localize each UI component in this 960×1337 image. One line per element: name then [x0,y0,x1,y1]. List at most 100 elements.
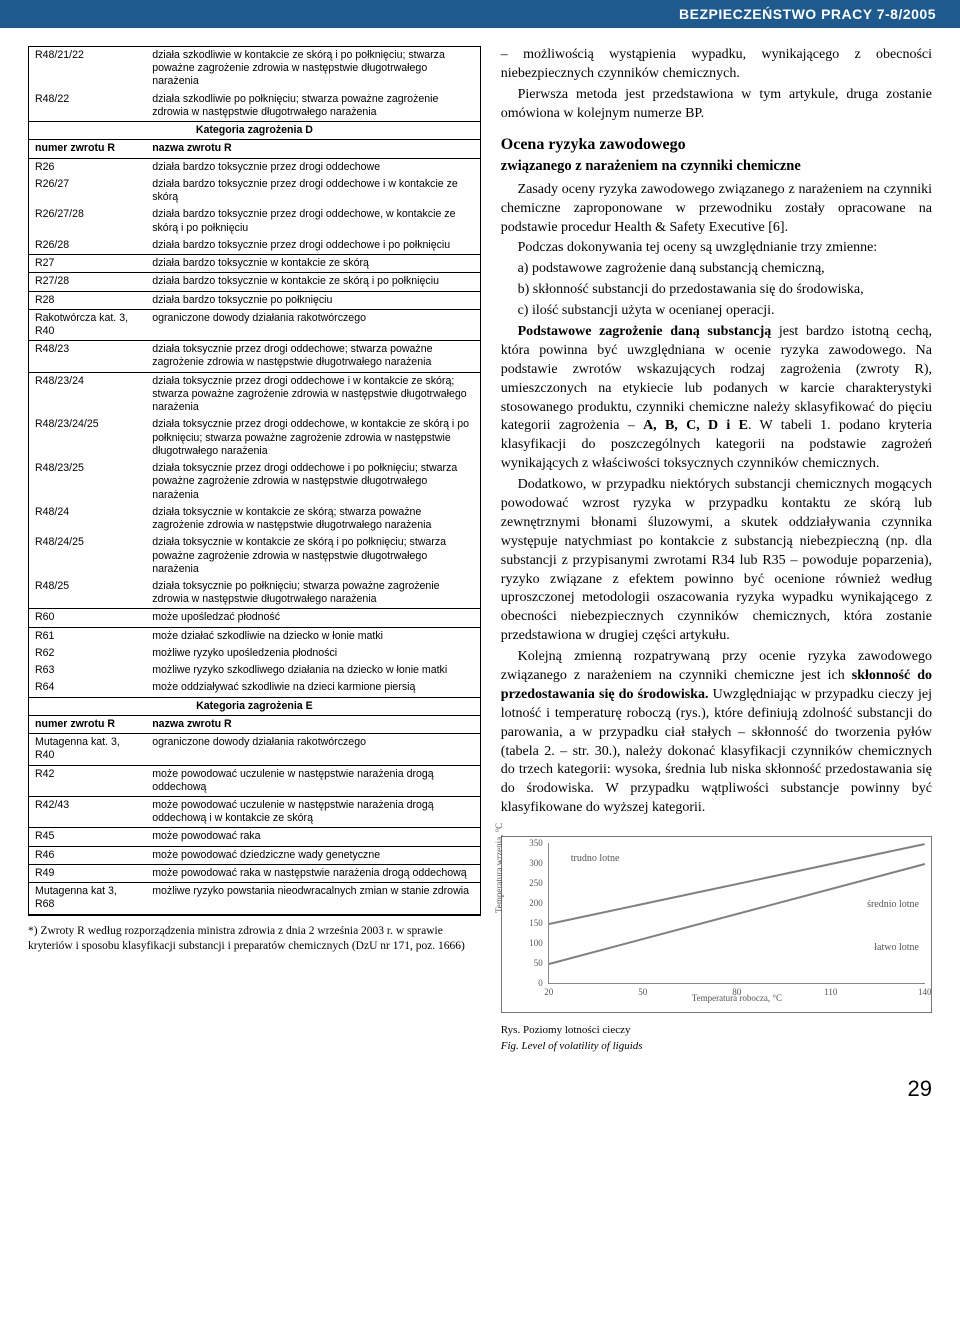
r-text: działa toksycznie w kontakcie ze skórą i… [146,534,480,578]
label-trudno-lotne: trudno lotne [571,853,620,864]
r-code: R27 [29,255,146,273]
table-row: R49może powodować raka w następstwie nar… [29,864,480,882]
table-row: R62możliwe ryzyko upośledzenia płodności [29,645,480,662]
p3a: a) podstawowe zagrożenie daną substancją… [501,260,932,279]
table-row: R27/28działa bardzo toksycznie w kontakc… [29,273,480,291]
p3c: c) ilość substancji użyta w ocenianej op… [501,302,932,321]
volatility-chart: Temperatura wrzenia, °C Temperatura robo… [501,836,932,1013]
r-text: działa toksycznie przez drogi oddechowe … [146,372,480,416]
table-row: R42może powodować uczulenie w następstwi… [29,765,480,796]
r-text: działa bardzo toksycznie w kontakcie ze … [146,273,480,291]
p3b: b) skłonność substancji do przedostawani… [501,281,932,300]
r-text: może oddziaływać szkodliwie na dzieci ka… [146,679,480,697]
r-text: działa toksycznie w kontakcie ze skórą; … [146,504,480,534]
y-tick: 0 [513,978,543,988]
r-text: działa toksycznie przez drogi oddechowe … [146,460,480,504]
r-code: R26 [29,158,146,176]
catD-col2: nazwa zwrotu R [146,140,480,158]
left-column: R48/21/22działa szkodliwie w kontakcie z… [28,46,481,1054]
table-row: R48/21/22działa szkodliwie w kontakcie z… [29,47,480,91]
table-row: R26/27/28działa bardzo toksycznie przez … [29,206,480,236]
p5: Dodatkowo, w przypadku niektórych substa… [501,476,932,646]
r-code: R62 [29,645,146,662]
table-row: R48/23/24działa toksycznie przez drogi o… [29,372,480,416]
label-latwo-lotne: łatwo lotne [874,942,919,953]
catE-col2: nazwa zwrotu R [146,715,480,733]
category-d-title: Kategoria zagrożenia D [29,122,480,140]
right-column: – możliwością wystąpienia wypadku, wynik… [501,46,932,1054]
r-text: działa toksycznie przez drogi oddechowe,… [146,416,480,460]
r-text: może powodować dziedziczne wady genetycz… [146,846,480,864]
caption-pl: Rys. Poziomy lotności cieczy [501,1024,631,1036]
page-number: 29 [0,1072,960,1118]
r-text: ograniczone dowody działania rakotwórcze… [146,734,480,765]
r-code: R27/28 [29,273,146,291]
r-code: R26/27/28 [29,206,146,236]
body-text: – możliwością wystąpienia wypadku, wynik… [501,46,932,818]
r-text: możliwe ryzyko szkodliwego działania na … [146,662,480,679]
r-text: działa toksycznie przez drogi oddechowe;… [146,341,480,372]
r-text: może powodować raka w następstwie naraże… [146,864,480,882]
r-code: R26/28 [29,237,146,255]
catE-col1: numer zwrotu R [29,715,146,733]
table-row: R48/22działa szkodliwie po połknięciu; s… [29,91,480,122]
r-text: możliwe ryzyko powstania nieodwracalnych… [146,883,480,914]
table-row: Rakotwórcza kat. 3,R40ograniczone dowody… [29,309,480,340]
r-code: Mutagenna kat 3,R68 [29,883,146,914]
table-row: R60może upośledzać płodność [29,609,480,627]
r-text: działa bardzo toksycznie w kontakcie ze … [146,255,480,273]
r-text: może powodować raka [146,828,480,846]
r-text: działa bardzo toksycznie przez drogi odd… [146,176,480,206]
r-code: R42/43 [29,797,146,828]
r-code: R46 [29,846,146,864]
x-tick: 80 [732,987,741,997]
table-row: R48/23działa toksycznie przez drogi odde… [29,341,480,372]
r-code: R48/23 [29,341,146,372]
y-tick: 100 [513,938,543,948]
table-row: R26/27działa bardzo toksycznie przez dro… [29,176,480,206]
table-row: R48/23/25działa toksycznie przez drogi o… [29,460,480,504]
section-subheading: związanego z narażeniem na czynniki chem… [501,157,932,177]
content-columns: R48/21/22działa szkodliwie w kontakcie z… [0,28,960,1072]
y-tick: 250 [513,878,543,888]
y-tick: 50 [513,958,543,968]
page: BEZPIECZEŃSTWO PRACY 7-8/2005 R48/21/22d… [0,0,960,1118]
p6: Kolejną zmienną rozpatrywaną przy ocenie… [501,648,932,818]
r-code: R61 [29,627,146,645]
table-row: R61może działać szkodliwie na dziecko w … [29,627,480,645]
table-row: R48/23/24/25działa toksycznie przez drog… [29,416,480,460]
r-code: R48/25 [29,578,146,609]
figure-caption: Rys. Poziomy lotności cieczy Fig. Level … [501,1023,932,1054]
r-code: R48/23/24/25 [29,416,146,460]
table-row: R64może oddziaływać szkodliwie na dzieci… [29,679,480,697]
table-row: R48/24/25działa toksycznie w kontakcie z… [29,534,480,578]
r-code: R48/23/24 [29,372,146,416]
x-tick: 140 [918,987,932,997]
label-srednio-lotne: średnio lotne [867,899,919,910]
chart-line [549,863,926,965]
x-tick: 50 [638,987,647,997]
x-tick: 110 [824,987,837,997]
r-text: działa bardzo toksycznie przez drogi odd… [146,237,480,255]
r-text: może powodować uczulenie w następstwie n… [146,797,480,828]
y-tick: 200 [513,898,543,908]
r-code: R48/24 [29,504,146,534]
x-tick: 20 [544,987,553,997]
y-axis-label: Temperatura wrzenia, °C [494,823,504,913]
r-code: R48/23/25 [29,460,146,504]
table-row: R27działa bardzo toksycznie w kontakcie … [29,255,480,273]
r-code: R63 [29,662,146,679]
footnote: *) Zwroty R według rozporządzenia minist… [28,924,481,954]
r-text: może upośledzać płodność [146,609,480,627]
table-row: Mutagenna kat 3,R68możliwe ryzyko powsta… [29,883,480,914]
r-phrases-table: R48/21/22działa szkodliwie w kontakcie z… [28,46,481,916]
table-row: R46może powodować dziedziczne wady genet… [29,846,480,864]
r-text: działa bardzo toksycznie przez drogi odd… [146,158,480,176]
r-text: działa szkodliwie po połknięciu; stwarza… [146,91,480,122]
r-code: R45 [29,828,146,846]
r-code: R49 [29,864,146,882]
r-code: R64 [29,679,146,697]
r-text: możliwe ryzyko upośledzenia płodności [146,645,480,662]
r-text: może powodować uczulenie w następstwie n… [146,765,480,796]
r-text: działa bardzo toksycznie po połknięciu [146,291,480,309]
